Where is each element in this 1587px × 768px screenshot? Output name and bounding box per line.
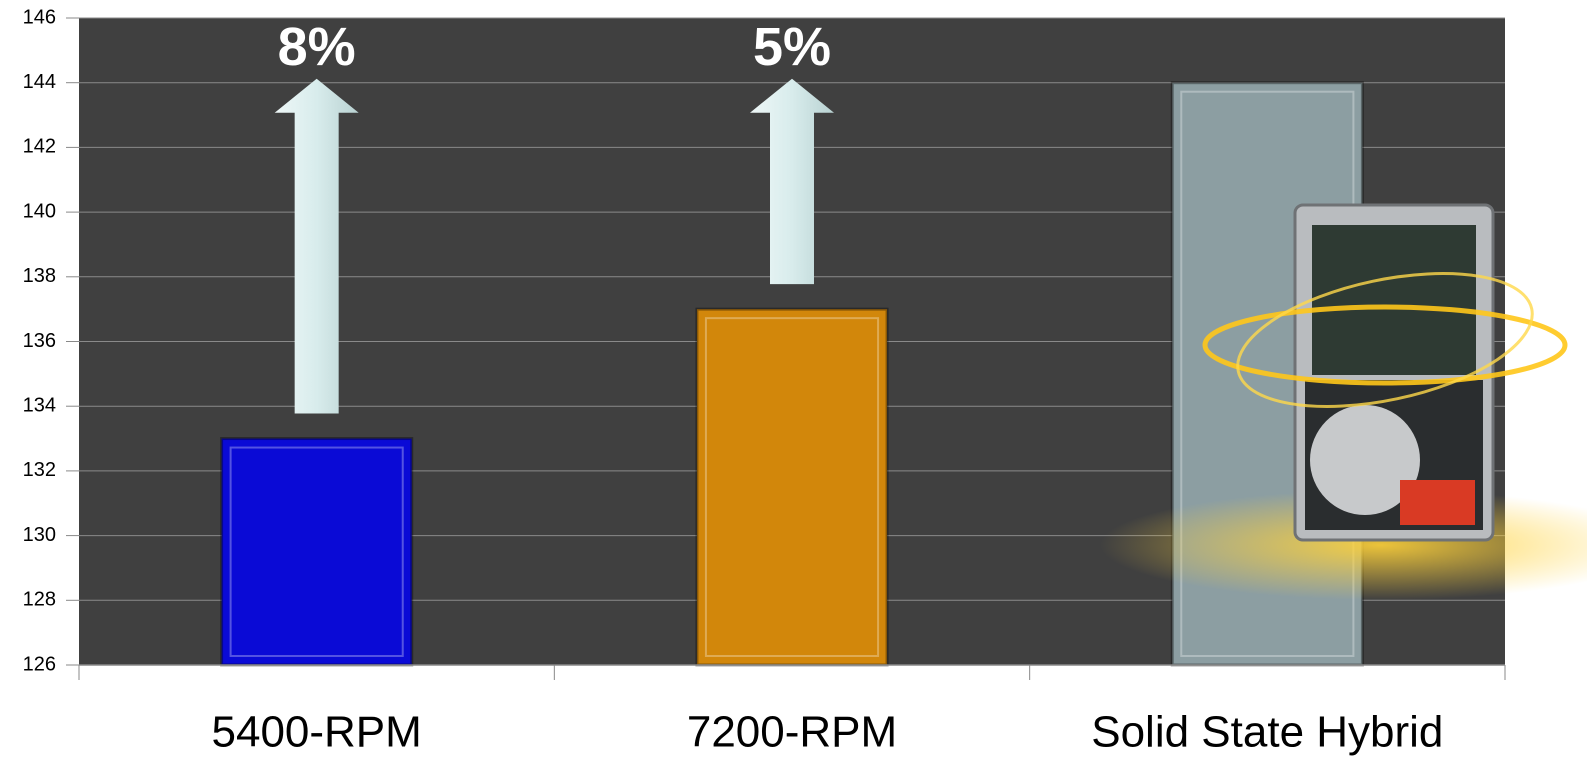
y-tick-label: 134 xyxy=(23,394,56,416)
y-tick-label: 130 xyxy=(23,524,56,546)
chart: 126 128 130 132 134 136 138 140 142 144 146 5400-RP… xyxy=(0,0,1587,768)
x-tick-label: 7200-RPM xyxy=(687,708,897,757)
annotation: 8% xyxy=(278,17,356,77)
y-tick-label: 126 xyxy=(23,653,56,675)
y-tick-label: 136 xyxy=(23,330,56,352)
y-tick-label: 132 xyxy=(23,459,56,481)
x-tick-label: Solid State Hybrid xyxy=(1091,708,1443,757)
y-tick-label: 144 xyxy=(23,71,56,93)
y-tick-label: 140 xyxy=(23,200,56,222)
y-tick-label: 128 xyxy=(23,589,56,611)
bar xyxy=(222,439,412,665)
y-tick-label: 142 xyxy=(23,136,56,158)
bar xyxy=(697,309,887,665)
y-tick-label: 138 xyxy=(23,265,56,287)
annotation: 5% xyxy=(753,17,831,77)
x-tick-label: 5400-RPM xyxy=(212,708,422,757)
y-tick-label: 146 xyxy=(23,6,56,28)
page: 126 128 130 132 134 136 138 140 142 144 146 5400-RP… xyxy=(0,0,1587,768)
